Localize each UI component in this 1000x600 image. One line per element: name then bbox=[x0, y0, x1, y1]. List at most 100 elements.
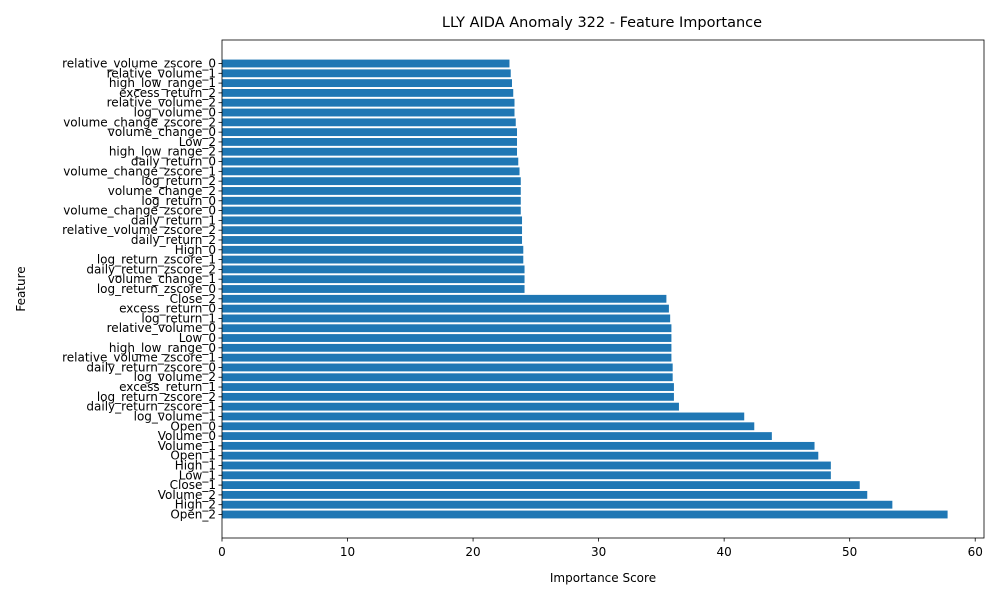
y-tick-label: Open_1 bbox=[170, 449, 216, 463]
x-tick-label: 30 bbox=[591, 545, 606, 559]
y-tick-label: daily_return_2 bbox=[131, 233, 216, 247]
bar bbox=[222, 363, 673, 372]
bar bbox=[222, 451, 819, 460]
bar bbox=[222, 255, 524, 264]
bar bbox=[222, 471, 831, 480]
bar bbox=[222, 343, 672, 352]
bar bbox=[222, 275, 525, 284]
bar bbox=[222, 88, 514, 97]
y-tick-label: High_0 bbox=[175, 243, 216, 257]
y-tick-label: Open_0 bbox=[170, 419, 216, 433]
y-tick-label: volume_change_zscore_0 bbox=[63, 204, 216, 218]
x-tick-label: 20 bbox=[465, 545, 480, 559]
x-tick-label: 10 bbox=[340, 545, 355, 559]
bar bbox=[222, 138, 518, 146]
y-axis-title: Feature bbox=[14, 266, 28, 311]
y-tick-label: excess_return_0 bbox=[119, 302, 216, 316]
bar bbox=[222, 304, 669, 313]
bar bbox=[222, 392, 674, 401]
y-tick-label: daily_return_zscore_0 bbox=[86, 360, 216, 374]
chart-title: LLY AIDA Anomaly 322 - Feature Importanc… bbox=[442, 15, 762, 31]
y-tick-label: high_low_range_0 bbox=[109, 341, 216, 355]
y-tick-label: log_return_2 bbox=[141, 174, 216, 188]
bar bbox=[222, 236, 523, 244]
bar bbox=[222, 373, 673, 382]
y-tick-label: volume_change_0 bbox=[108, 125, 216, 139]
bar bbox=[222, 128, 518, 137]
y-tick-label: Open_2 bbox=[170, 508, 216, 522]
bar bbox=[222, 324, 672, 333]
x-axis-ticks: 0 10 20 30 40 50 60 bbox=[218, 538, 983, 559]
bar bbox=[222, 69, 511, 78]
y-tick-label: Close_2 bbox=[170, 292, 216, 306]
y-tick-label: Volume_0 bbox=[158, 429, 216, 443]
y-tick-labels: Open_2High_2Volume_2Close_1Low_1High_1Op… bbox=[62, 57, 222, 522]
bar bbox=[222, 294, 667, 303]
y-tick-label: volume_change_2 bbox=[108, 184, 216, 198]
y-tick-label: log_return_1 bbox=[141, 311, 216, 325]
x-tick-label: 60 bbox=[968, 545, 983, 559]
y-tick-label: daily_return_zscore_1 bbox=[86, 400, 216, 414]
y-tick-label: log_volume_1 bbox=[134, 409, 216, 423]
x-tick-label: 40 bbox=[717, 545, 732, 559]
bar bbox=[222, 432, 772, 440]
bar bbox=[222, 79, 512, 88]
y-tick-label: excess_return_2 bbox=[119, 86, 216, 100]
y-tick-label: Volume_1 bbox=[158, 439, 216, 453]
bar bbox=[222, 402, 679, 411]
y-tick-label: relative_volume_zscore_0 bbox=[62, 57, 216, 71]
bar bbox=[222, 334, 672, 342]
bar bbox=[222, 500, 893, 509]
y-tick-label: relative_volume_zscore_2 bbox=[62, 223, 216, 237]
bar bbox=[222, 245, 524, 254]
bar bbox=[222, 98, 515, 107]
y-tick-label: relative_volume_1 bbox=[107, 66, 216, 80]
bar bbox=[222, 147, 518, 156]
bar bbox=[222, 187, 521, 195]
bar bbox=[222, 59, 510, 68]
bar bbox=[222, 108, 515, 117]
bar bbox=[222, 441, 815, 450]
bar bbox=[222, 353, 672, 362]
y-tick-label: Low_0 bbox=[179, 331, 216, 345]
x-tick-label: 0 bbox=[218, 545, 226, 559]
bar bbox=[222, 226, 523, 235]
y-tick-label: excess_return_1 bbox=[119, 380, 216, 394]
y-tick-label: Close_1 bbox=[170, 478, 216, 492]
y-tick-label: log_volume_2 bbox=[134, 370, 216, 384]
y-tick-label: daily_return_zscore_2 bbox=[86, 262, 216, 276]
y-tick-label: daily_return_0 bbox=[131, 155, 216, 169]
bar bbox=[222, 206, 521, 215]
y-tick-label: Low_1 bbox=[179, 468, 216, 482]
bar bbox=[222, 461, 831, 470]
y-tick-label: Low_2 bbox=[179, 135, 216, 149]
bar bbox=[222, 118, 516, 127]
bar bbox=[222, 216, 523, 225]
bar bbox=[222, 422, 755, 431]
plot-area-frame bbox=[221, 39, 985, 539]
y-tick-label: relative_volume_zscore_1 bbox=[62, 351, 216, 365]
y-tick-label: High_1 bbox=[175, 458, 216, 472]
y-tick-label: high_low_range_2 bbox=[109, 145, 216, 159]
y-tick-label: log_volume_0 bbox=[134, 106, 216, 120]
bar bbox=[222, 314, 671, 323]
bar bbox=[222, 481, 860, 490]
y-tick-label: volume_change_zscore_2 bbox=[63, 115, 216, 129]
bars-layer bbox=[222, 59, 948, 519]
y-tick-label: Volume_2 bbox=[158, 488, 216, 502]
bar bbox=[222, 265, 525, 274]
bar bbox=[222, 412, 745, 421]
bar bbox=[222, 285, 525, 293]
bar bbox=[222, 383, 674, 391]
x-axis-title: Importance Score bbox=[550, 571, 656, 585]
bar bbox=[222, 510, 948, 519]
bar bbox=[222, 177, 521, 186]
y-tick-label: High_2 bbox=[175, 498, 216, 512]
bar bbox=[222, 157, 519, 166]
y-tick-label: relative_volume_2 bbox=[107, 96, 216, 110]
y-tick-label: volume_change_1 bbox=[108, 272, 216, 286]
y-tick-label: log_return_zscore_1 bbox=[97, 253, 216, 267]
y-tick-label: high_low_range_1 bbox=[109, 76, 216, 90]
y-tick-label: log_return_zscore_2 bbox=[97, 390, 216, 404]
